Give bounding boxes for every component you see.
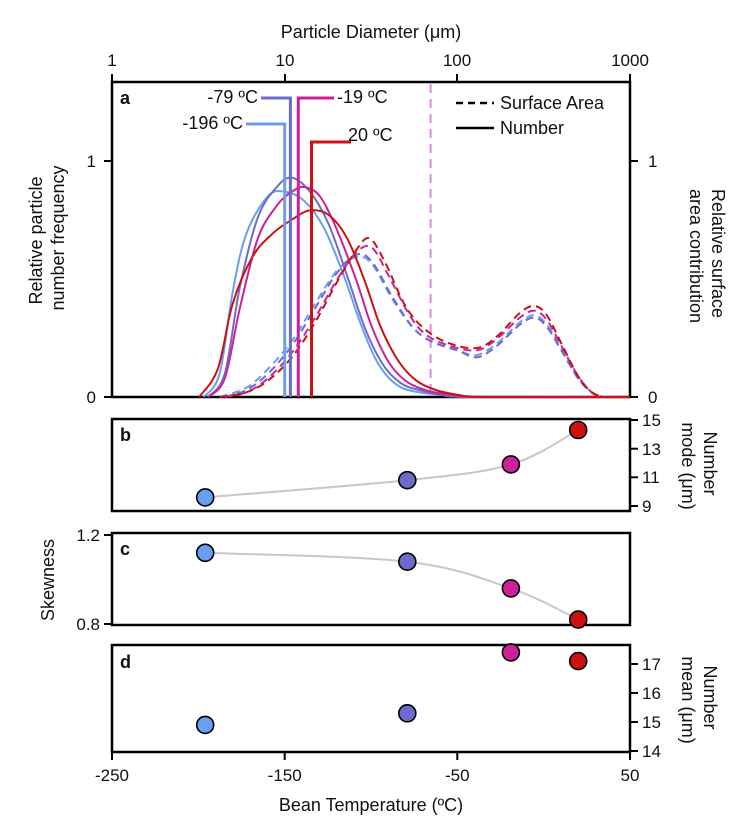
- panel-c-letter: c: [120, 539, 130, 559]
- panel-a-left-axis-title: Relative particle number frequency: [26, 165, 68, 310]
- axis-title-line: Number: [700, 665, 720, 729]
- left-tick-label: 1: [87, 152, 96, 171]
- bottom-tick-label: -150: [268, 766, 302, 785]
- panel-a-right-ticks: 0 1: [630, 152, 657, 407]
- legend-label-surface-area: Surface Area: [500, 93, 605, 113]
- mode-marker-line: [261, 96, 292, 397]
- top-tick-label: 1: [107, 51, 116, 70]
- panel-b-letter: b: [120, 425, 131, 445]
- temp-label-minus19: -19 ºC: [337, 87, 388, 107]
- panel-d-letter: d: [120, 652, 131, 672]
- top-tick-label: 10: [276, 51, 295, 70]
- panel-d-axis-title: Number mean (μm): [678, 656, 720, 743]
- temp-label-20: 20 ºC: [348, 125, 393, 145]
- right-tick-label: 9: [642, 497, 651, 516]
- panel-b-frame: [110, 417, 632, 513]
- panel-d-right-ticks: 14 15 16 17: [630, 655, 661, 761]
- data-point: [397, 470, 417, 490]
- right-tick-label: 13: [642, 440, 661, 459]
- axis-title-line: area contribution: [686, 189, 706, 323]
- panel-c-axis-title: Skewness: [38, 539, 58, 621]
- panel-a-plot: [198, 84, 631, 399]
- number-curve: [207, 185, 631, 399]
- panel-b-axis-title: Number mode (μm): [678, 422, 720, 509]
- data-point: [568, 610, 588, 629]
- data-point: [501, 455, 521, 474]
- bottom-tick-label: -50: [445, 766, 470, 785]
- axis-title-line: mean (μm): [678, 656, 698, 743]
- right-tick-label: 15: [642, 411, 661, 430]
- bottom-tick-label: -250: [95, 766, 129, 785]
- panel-d-frame: [110, 643, 632, 754]
- axis-title-line: mode (μm): [678, 422, 698, 509]
- axis-title-line: number frequency: [48, 165, 68, 310]
- temp-label-minus196: -196 ºC: [182, 113, 243, 133]
- data-point: [501, 643, 521, 662]
- bottom-axis-ticks: -250 -150 -50 50: [95, 752, 639, 785]
- data-point: [397, 703, 417, 723]
- top-axis-ticks: 1 10 100 1000: [107, 51, 649, 82]
- right-tick-label: 1: [648, 152, 657, 171]
- fit-curve: [205, 429, 579, 499]
- right-tick-label: 15: [642, 713, 661, 732]
- panel-c-frame: [110, 531, 632, 627]
- left-tick-label: 0: [87, 388, 96, 407]
- number-curve: [202, 189, 631, 399]
- data-point: [195, 488, 215, 507]
- data-point: [501, 579, 521, 598]
- data-point: [568, 420, 588, 440]
- data-point: [195, 543, 215, 563]
- panel-a-letter: a: [120, 88, 131, 108]
- data-point: [568, 651, 588, 671]
- data-point: [397, 552, 417, 572]
- right-tick-label: 14: [642, 742, 661, 761]
- top-axis-title: Particle Diameter (μm): [281, 22, 461, 42]
- right-tick-label: 0: [648, 388, 657, 407]
- panel-a-left-ticks: 0 1: [87, 152, 112, 407]
- surface-area-curve: [224, 252, 604, 398]
- data-point: [195, 715, 215, 735]
- top-tick-label: 1000: [611, 51, 649, 70]
- right-tick-label: 11: [642, 468, 660, 487]
- panel-b-plot: [195, 420, 588, 507]
- number-curve: [198, 209, 631, 399]
- axis-title-line: Relative particle: [26, 176, 46, 304]
- panel-a-frame: [110, 80, 632, 399]
- number-curve: [207, 176, 631, 399]
- panel-d-plot: [195, 643, 588, 735]
- panel-c-plot: [195, 543, 588, 629]
- mode-marker-line: [296, 96, 334, 397]
- mode-marker-line: [310, 140, 351, 397]
- surface-area-curve: [224, 245, 604, 398]
- left-tick-label: 0.8: [76, 615, 100, 634]
- panel-a-legend: Surface Area Number: [456, 93, 605, 138]
- axis-title-line: Number: [700, 431, 720, 495]
- bottom-axis-title: Bean Temperature (ºC): [279, 795, 463, 815]
- left-tick-label: 1.2: [76, 526, 100, 545]
- temp-label-minus79: -79 ºC: [207, 87, 258, 107]
- axis-title-line: Relative surface: [708, 189, 728, 318]
- panel-b-right-ticks: 9 11 13 15: [630, 411, 661, 516]
- right-tick-label: 16: [642, 684, 661, 703]
- right-tick-label: 17: [642, 655, 661, 674]
- bottom-tick-label: 50: [621, 766, 640, 785]
- panel-a-right-axis-title: Relative surface area contribution: [686, 189, 728, 323]
- temperature-annotations: -79 ºC -19 ºC -196 ºC 20 ºC: [182, 87, 392, 145]
- top-tick-label: 100: [443, 51, 471, 70]
- panel-c-left-ticks: 1.2 0.8: [76, 526, 112, 634]
- fit-curve: [205, 551, 579, 621]
- legend-label-number: Number: [500, 118, 564, 138]
- mode-marker-line: [246, 122, 287, 397]
